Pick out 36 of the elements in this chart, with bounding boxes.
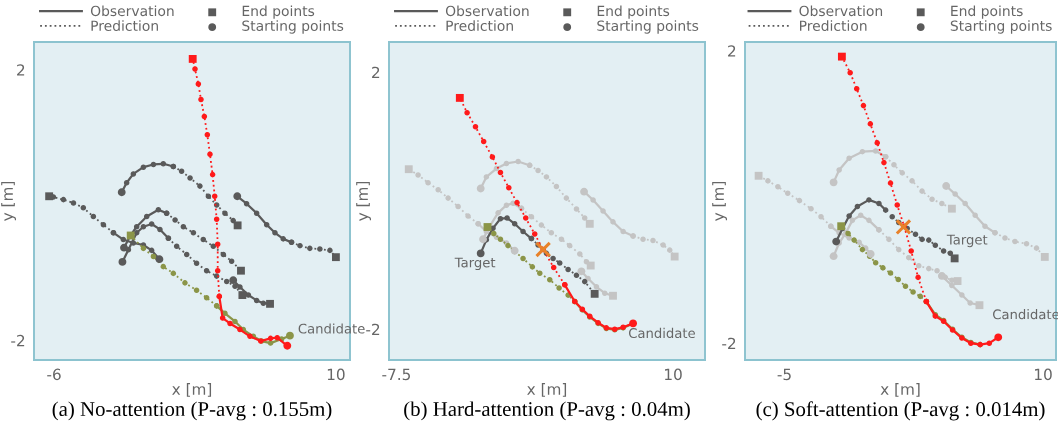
y-tick-label: -2	[722, 337, 736, 349]
text: (b) Hard-attention (P-avg : 0.04m)	[404, 401, 690, 421]
y-tick-label: 2	[17, 64, 25, 76]
annotation: Target	[454, 257, 496, 271]
legend-label: Prediction	[446, 20, 513, 31]
y-tick-label: 2	[728, 45, 736, 57]
legend-label: End points	[951, 5, 1023, 19]
y-axis-title: y [m]	[1, 181, 16, 221]
y-tick-label: 2	[372, 66, 380, 78]
x-axis-title: x [m]	[172, 383, 212, 397]
x-tick-label: -6	[47, 368, 61, 381]
y-tick-label: -2	[366, 323, 380, 335]
y-axis-title: y [m]	[356, 181, 371, 221]
annotation: Target	[946, 234, 988, 248]
y-tick-label: -2	[11, 334, 25, 347]
text: (a) No-attention (P-avg : 0.155m)	[52, 401, 332, 421]
legend-label: Starting points	[242, 20, 344, 34]
x-axis-title: x [m]	[527, 383, 567, 397]
annotation: Candidate	[628, 327, 695, 339]
legend-label: Observation	[90, 5, 174, 17]
legend-label: End points	[242, 5, 315, 19]
legend-label: End points	[597, 5, 670, 19]
text: (c) Soft-attention (P-avg : 0.014m)	[756, 401, 1045, 421]
x-tick-label: 10	[327, 368, 345, 381]
legend-label: Observation	[445, 5, 529, 17]
legend-label: Prediction	[800, 20, 867, 31]
x-tick-label: 10	[665, 368, 682, 381]
y-axis-title: y [m]	[712, 181, 727, 221]
x-tick-label: -7.5	[382, 368, 410, 381]
legend-label: Starting points	[950, 20, 1052, 34]
legend-label: Prediction	[91, 20, 158, 31]
x-tick-label: -5	[777, 368, 791, 381]
x-axis-title: x [m]	[880, 383, 920, 397]
x-tick-label: 10	[1035, 368, 1052, 381]
legend-label: Observation	[799, 5, 883, 17]
legend-label: Starting points	[597, 20, 699, 34]
